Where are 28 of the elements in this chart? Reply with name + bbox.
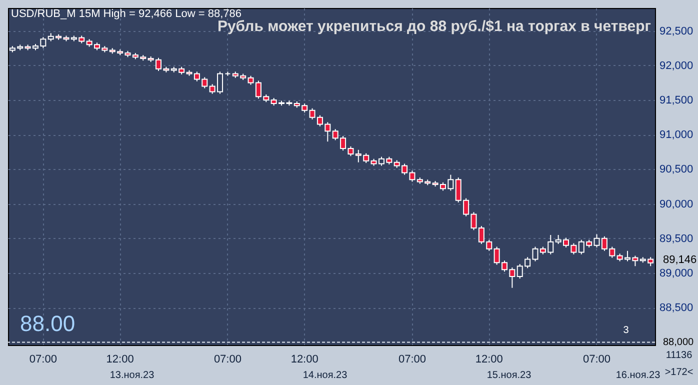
y-tick-label: 92,500 — [660, 25, 694, 38]
y-tick-label: 90,500 — [660, 164, 694, 176]
text: 15.ноя.23 — [486, 370, 532, 381]
text: 89,146 — [663, 254, 697, 266]
annotation: 3 — [623, 325, 630, 336]
ref-line-label: 88,000 — [663, 337, 694, 348]
y-tick-label: 90,000 — [660, 198, 694, 210]
text: 11136 — [666, 350, 693, 361]
y-tick-label: 89,500 — [660, 232, 694, 245]
text: 16.ноя.23 — [616, 370, 661, 381]
y-tick-label: 89,000 — [660, 268, 694, 280]
annotation: USD/RUB_M 15M High = 92,466 Low = 88,786 — [11, 8, 242, 20]
text: Рубль может укрепиться до 88 руб./$1 на торгах в четверг — [217, 18, 651, 35]
text: 14.ноя.23 — [302, 370, 348, 381]
x-tick-label: 07:00 — [398, 354, 426, 366]
y-tick-label: 91,000 — [660, 129, 694, 142]
x-tick-label: 07:00 — [29, 354, 57, 366]
annotation: 88.00 — [20, 311, 76, 336]
y-tick-label: 91,500 — [660, 94, 694, 107]
x-tick-label: 12:00 — [475, 354, 503, 366]
x-tick-label: 12:00 — [290, 354, 318, 366]
x-tick-label: 12:00 — [106, 354, 134, 366]
text: >172< — [664, 367, 694, 378]
x-tick-label: 07:00 — [214, 354, 242, 366]
y-tick-label: 88,500 — [660, 302, 694, 314]
x-tick-label: 07:00 — [582, 354, 611, 366]
text: 13.ноя.23 — [110, 370, 155, 381]
y-tick-label: 92,000 — [660, 60, 694, 72]
